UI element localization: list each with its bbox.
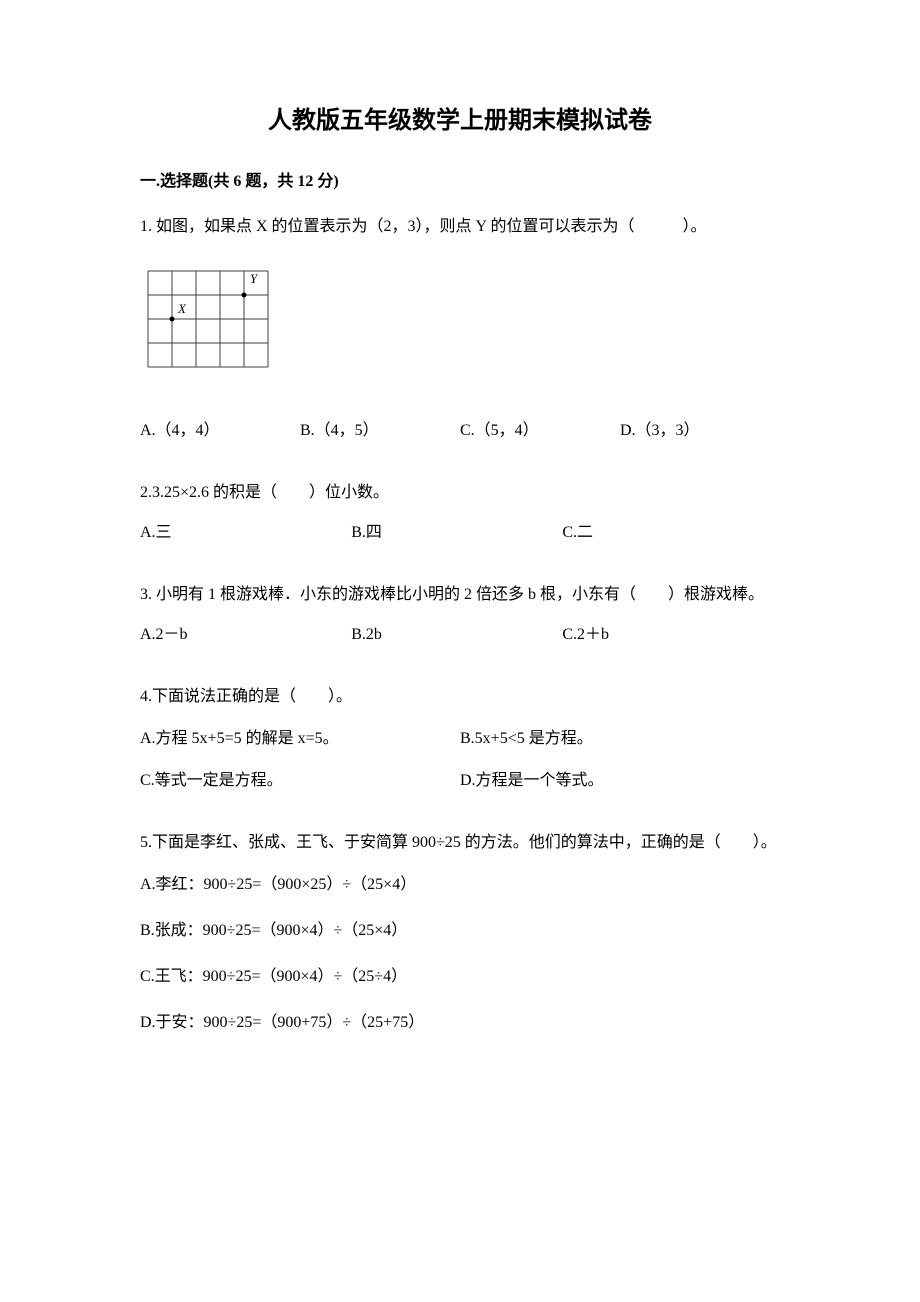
svg-text:Y: Y [250,271,259,286]
q4-options-row1: A.方程 5x+5=5 的解是 x=5。 B.5x+5<5 是方程。 [140,723,780,755]
q1-opt-a: A.（4，4） [140,415,300,447]
q4-opt-b: B.5x+5<5 是方程。 [460,723,780,755]
q5-opt-a: A.李红：900÷25=（900×25）÷（25×4） [140,869,780,901]
question-3: 3. 小明有 1 根游戏棒．小东的游戏棒比小明的 2 倍还多 b 根，小东有（ … [140,579,780,651]
q1-text: 1. 如图，如果点 X 的位置表示为（2，3），则点 Y 的位置可以表示为（ ）… [140,211,780,243]
q5-opt-c: C.王飞：900÷25=（900×4）÷（25÷4） [140,961,780,993]
q4-opt-c: C.等式一定是方程。 [140,765,460,797]
q5-opt-d: D.于安：900÷25=（900+75）÷（25+75） [140,1007,780,1039]
question-5: 5.下面是李红、张成、王飞、于安简算 900÷25 的方法。他们的算法中，正确的… [140,827,780,1039]
question-2: 2.3.25×2.6 的积是（ ）位小数。 A.三 B.四 C.二 [140,477,780,549]
q1-options: A.（4，4） B.（4，5） C.（5，4） D.（3，3） [140,415,780,447]
q1-opt-c: C.（5，4） [460,415,620,447]
q4-options-row2: C.等式一定是方程。 D.方程是一个等式。 [140,765,780,797]
q5-opt-b: B.张成：900÷25=（900×4）÷（25×4） [140,915,780,947]
question-1: 1. 如图，如果点 X 的位置表示为（2，3），则点 Y 的位置可以表示为（ ）… [140,211,780,447]
page-title: 人教版五年级数学上册期末模拟试卷 [140,100,780,135]
svg-text:X: X [177,301,187,316]
q4-text: 4.下面说法正确的是（ ）。 [140,681,780,713]
q1-grid-svg: XY [140,263,286,385]
q1-grid-figure: XY [140,263,780,385]
question-4: 4.下面说法正确的是（ ）。 A.方程 5x+5=5 的解是 x=5。 B.5x… [140,681,780,797]
q4-opt-a: A.方程 5x+5=5 的解是 x=5。 [140,723,460,755]
q2-text: 2.3.25×2.6 的积是（ ）位小数。 [140,477,780,509]
q2-opt-c: C.二 [562,517,773,549]
q4-opt-d: D.方程是一个等式。 [460,765,780,797]
q2-opt-a: A.三 [140,517,351,549]
q2-options: A.三 B.四 C.二 [140,517,780,549]
q2-opt-b: B.四 [351,517,562,549]
q3-opt-c: C.2＋b [562,619,773,651]
q3-text: 3. 小明有 1 根游戏棒．小东的游戏棒比小明的 2 倍还多 b 根，小东有（ … [140,579,780,611]
q3-opt-b: B.2b [351,619,562,651]
q1-opt-b: B.（4，5） [300,415,460,447]
section-header: 一.选择题(共 6 题，共 12 分) [140,167,780,191]
q5-text: 5.下面是李红、张成、王飞、于安简算 900÷25 的方法。他们的算法中，正确的… [140,827,780,859]
q3-options: A.2－b B.2b C.2＋b [140,619,780,651]
q1-opt-d: D.（3，3） [620,415,780,447]
q3-opt-a: A.2－b [140,619,351,651]
